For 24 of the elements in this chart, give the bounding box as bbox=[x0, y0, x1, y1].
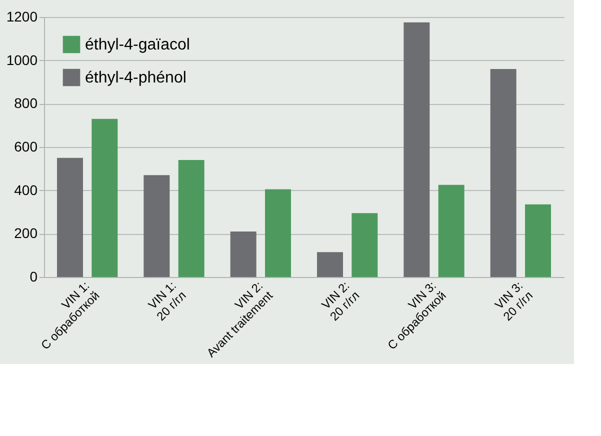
y-tick-label: 400 bbox=[14, 182, 38, 198]
y-tick-label: 600 bbox=[14, 138, 38, 154]
legend-label: éthyl-4-phénol bbox=[85, 70, 186, 86]
y-tick-label: 200 bbox=[14, 225, 38, 242]
bar bbox=[92, 118, 118, 277]
bar bbox=[525, 204, 551, 277]
x-tick-label: VIN 2: 20 г/гл bbox=[318, 278, 362, 324]
bar bbox=[404, 22, 430, 277]
y-tick-label: 0 bbox=[30, 268, 38, 284]
y-tick-label: 800 bbox=[14, 95, 38, 112]
bar bbox=[352, 213, 378, 277]
bar bbox=[438, 184, 464, 277]
bar bbox=[490, 69, 516, 277]
bar bbox=[144, 175, 170, 277]
bar bbox=[265, 189, 291, 277]
x-tick-label: VIN 1: 20 г/гл bbox=[145, 278, 189, 324]
bar bbox=[317, 252, 343, 277]
bar bbox=[178, 160, 204, 277]
bar bbox=[57, 158, 83, 277]
y-tick-label: 1000 bbox=[6, 52, 38, 68]
legend-label: éthyl-4-gaïacol bbox=[85, 36, 190, 54]
x-tick-label: VIN 3: 20 г/гл bbox=[492, 278, 536, 324]
y-tick-label: 1200 bbox=[6, 8, 38, 24]
bar bbox=[230, 232, 256, 277]
